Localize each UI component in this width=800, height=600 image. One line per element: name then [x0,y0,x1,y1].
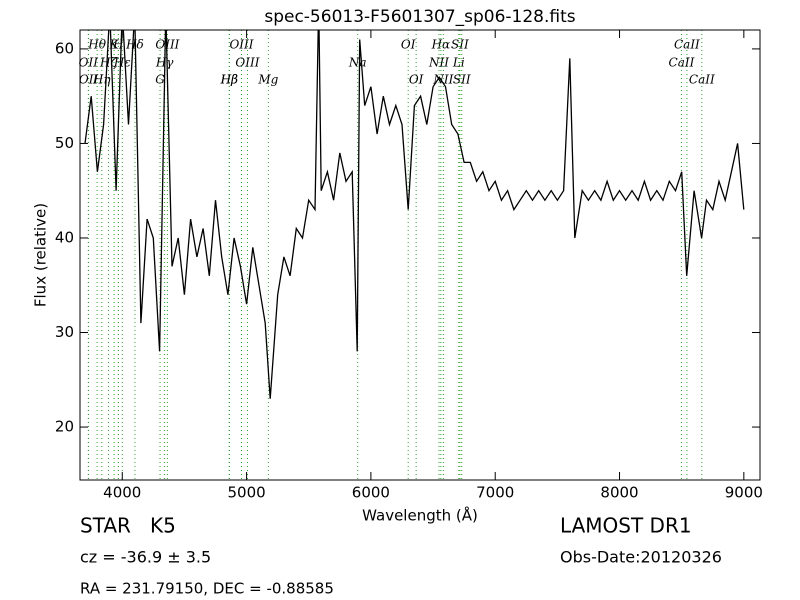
survey-label: LAMOST DR1 [560,514,692,538]
x-tick-label: 7000 [476,484,514,502]
spectral-line-label: OIII [235,56,259,70]
y-tick-label: 30 [55,323,74,341]
spectral-line-label: OI [409,73,424,87]
plot-frame [79,29,761,481]
cz-label: cz = -36.9 ± 3.5 [80,548,211,567]
spectral-line-label: OIII [229,38,253,52]
x-tick-label: 8000 [600,484,638,502]
spectral-line-label: Li [452,56,465,70]
spectral-line-label: SII [451,38,469,52]
spectral-line-label: NII [428,56,449,70]
spectral-line-label: CaII [669,56,695,70]
chart-title: spec-56013-F5601307_sp06-128.fits [264,7,575,27]
x-tick-label: 5000 [227,484,265,502]
spectral-line-label: Mg [257,73,278,87]
spectral-line-label: OIII [155,38,179,52]
y-tick-label: 50 [55,134,74,152]
spectrum-line [84,30,745,399]
spectral-line-label: Hη [92,73,111,87]
spectral-line-label: Hθ [87,38,106,52]
spectral-line-label: OII [79,73,99,87]
spectral-line-label: K [109,38,120,52]
y-axis-label: Flux (relative) [32,203,50,307]
x-axis-label: Wavelength (Å) [362,506,478,525]
spectral-line-label: Hζ [99,56,118,70]
y-tick-label: 60 [55,39,74,57]
spectral-line-label: OI [401,38,416,52]
spectral-line-label: H [112,38,124,52]
x-tick-label: 9000 [725,484,763,502]
spectral-line-label: Hβ [220,73,238,87]
spectral-line-label: G [155,73,165,87]
y-tick-label: 20 [55,418,74,436]
spectral-line-label: CaII [674,38,700,52]
spectral-line-label: Na [348,56,367,70]
class-label: STAR K5 [80,514,176,538]
plot-area [80,30,760,480]
spectral-line-label: Hδ [125,38,144,52]
x-tick-label: 6000 [352,484,390,502]
obs-date: Obs-Date:20120326 [560,548,722,567]
coords: RA = 231.79150, DEC = -0.88585 [80,580,334,598]
spectral-line-label: NII [432,73,453,87]
y-tick-label: 40 [55,228,74,246]
spectral-line-label: SII [453,73,471,87]
spectral-line-label: CaII [689,73,715,87]
x-tick-label: 4000 [103,484,141,502]
spectral-line-label: Hβ [220,73,238,87]
spectral-line-label: Hα [431,38,451,52]
spectral-line-label: Hε [113,56,131,70]
